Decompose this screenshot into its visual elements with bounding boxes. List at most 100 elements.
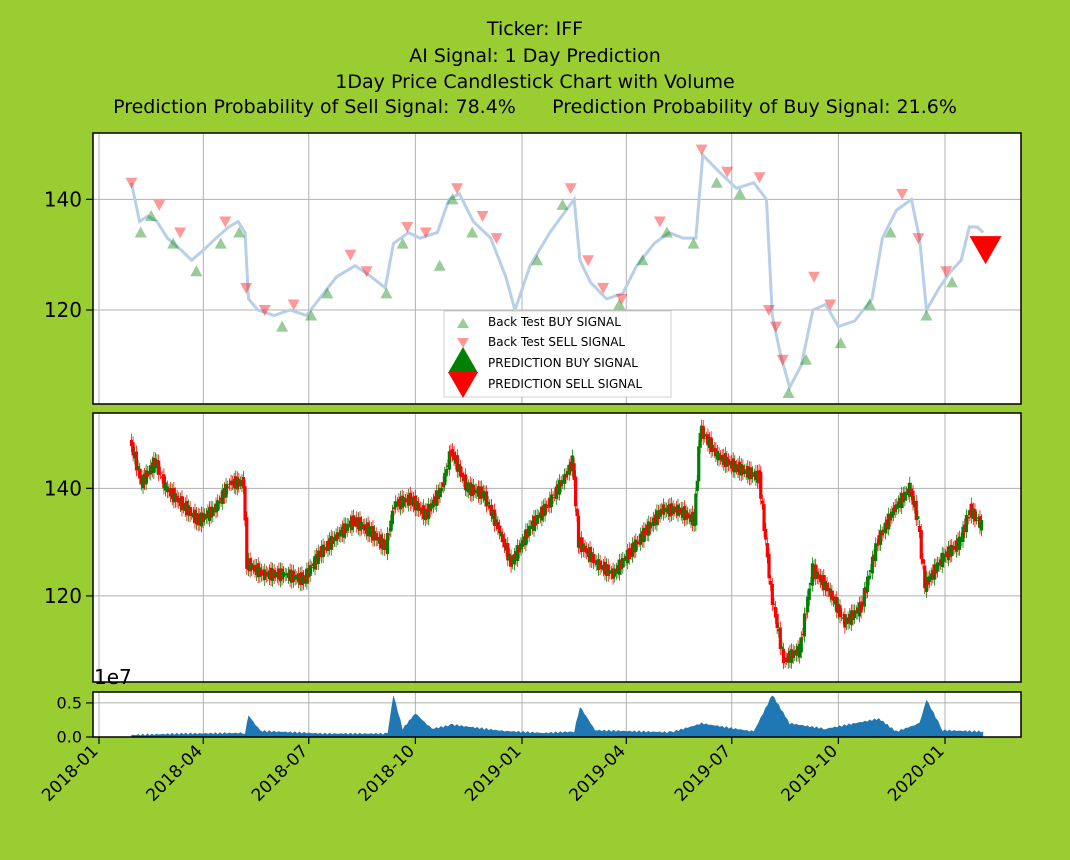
candle-body: [836, 604, 840, 614]
candle-body: [167, 489, 171, 492]
candle-body: [614, 568, 618, 574]
candle-body: [682, 506, 687, 521]
candle-body: [854, 611, 858, 614]
candle-body: [781, 648, 786, 664]
candle-body: [752, 474, 756, 476]
candle-body: [923, 565, 927, 589]
candle-body: [798, 643, 802, 658]
candle-body: [486, 501, 490, 505]
backtest-buy-marker: [660, 226, 673, 238]
price-line: [129, 151, 985, 392]
candle-body: [814, 564, 818, 580]
candle-body: [411, 497, 416, 507]
backtest-buy-marker: [531, 254, 544, 266]
candle-body: [452, 452, 456, 461]
candle-body: [241, 476, 246, 489]
candle-body: [501, 534, 505, 543]
candle-body: [219, 497, 223, 501]
candle-body: [865, 576, 870, 593]
candle-body: [890, 511, 894, 518]
candle-body: [770, 583, 774, 606]
candle-body: [895, 504, 899, 510]
candle-body: [976, 519, 980, 521]
candle-body: [173, 493, 178, 502]
candle-body: [765, 543, 769, 558]
candle-body: [843, 614, 847, 628]
candle-body: [802, 613, 807, 637]
backtest-buy-marker: [687, 237, 700, 249]
candle-body: [734, 465, 738, 469]
candle-body: [794, 649, 799, 656]
candle-body: [818, 575, 823, 583]
backtest-buy-marker: [799, 353, 812, 365]
candle-body: [258, 567, 262, 577]
candle-body: [942, 553, 946, 562]
candle-body: [822, 575, 826, 591]
candle-body: [741, 465, 745, 475]
candle-body: [833, 599, 837, 605]
candle-body: [554, 486, 558, 499]
candle-body: [581, 543, 585, 552]
candle-body: [830, 590, 834, 600]
candle-body: [507, 553, 512, 561]
candle-body: [825, 583, 829, 592]
candle-body: [799, 637, 803, 653]
candle-body: [570, 455, 575, 472]
candle-body: [624, 555, 628, 561]
candle-body: [398, 496, 403, 510]
candle-body: [679, 507, 683, 515]
candle-body: [557, 480, 562, 495]
candle-body: [689, 514, 693, 523]
candle-body: [769, 580, 773, 585]
candle-body: [885, 519, 889, 529]
candle-body: [751, 472, 755, 477]
candle-body: [520, 539, 525, 547]
candle-body: [366, 522, 370, 537]
candle-body: [316, 550, 320, 565]
candle-body: [831, 596, 836, 601]
candle-body: [739, 463, 743, 476]
candle-body: [711, 444, 715, 451]
legend: Back Test BUY SIGNAL Back Test SELL SIGN…: [443, 310, 672, 398]
candle-body: [921, 559, 925, 564]
candle-body: [767, 553, 771, 579]
candle-body: [259, 569, 264, 576]
candle-body: [172, 487, 176, 503]
candle-body: [676, 504, 680, 516]
candle-body: [389, 520, 393, 532]
candle-body: [512, 553, 516, 565]
candle-body: [903, 491, 907, 501]
candle-body: [588, 547, 592, 562]
candle-body: [444, 469, 448, 477]
candle-body: [848, 614, 852, 623]
y-tick-label: 0.5: [57, 694, 82, 713]
candle-body: [738, 461, 742, 475]
candle-body: [428, 505, 432, 512]
candle-body: [436, 490, 440, 500]
backtest-sell-marker: [344, 249, 357, 261]
candle-body: [545, 506, 549, 509]
candle-body: [791, 650, 795, 659]
y-tick-label: 140: [44, 476, 82, 500]
candle-body: [506, 542, 510, 561]
candle-body: [397, 499, 401, 507]
legend-backtest-buy-label: Back Test BUY SIGNAL: [488, 315, 621, 329]
backtest-buy-marker: [556, 198, 569, 210]
volume-area: [131, 695, 984, 737]
candle-body: [301, 575, 306, 584]
candle-body: [514, 551, 518, 560]
backtest-buy-marker: [276, 320, 289, 332]
candle-body: [415, 501, 419, 511]
y-tick-label: 140: [44, 187, 82, 211]
candle-body: [788, 650, 792, 662]
candle-body: [760, 500, 764, 504]
candle-body: [807, 588, 811, 601]
candle-body: [815, 571, 819, 579]
backtest-sell-marker: [174, 227, 187, 239]
candle-body: [935, 562, 940, 572]
candle-body: [835, 596, 839, 613]
candle-body: [431, 499, 436, 507]
candle-body: [226, 486, 230, 489]
candle-body: [973, 509, 977, 522]
legend-prediction-sell-marker: [448, 372, 478, 398]
